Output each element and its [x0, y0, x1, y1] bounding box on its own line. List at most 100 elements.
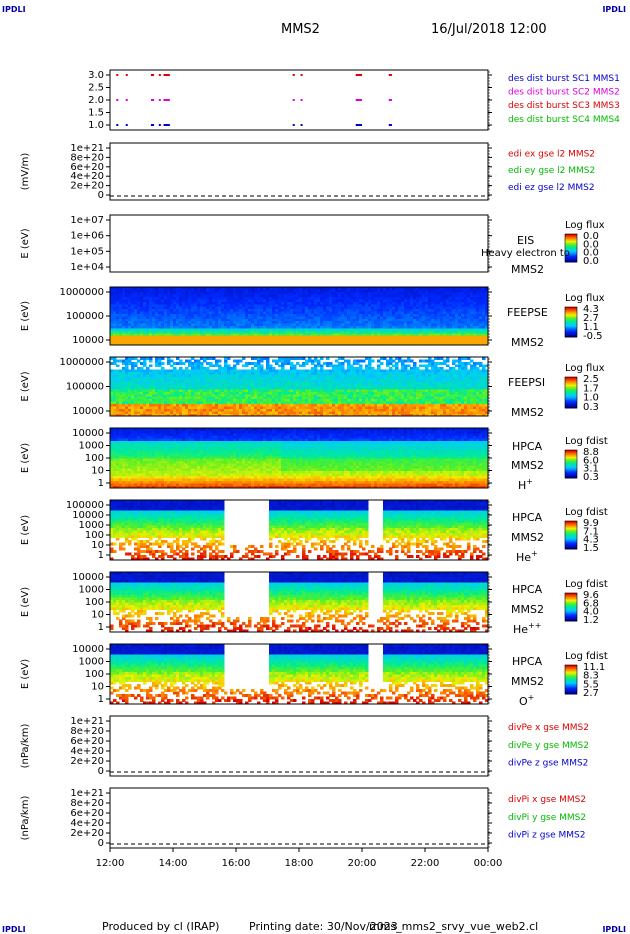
legend-entry: des dist burst SC2 MMS2 — [508, 88, 620, 98]
legend-entry: edi ey gse l2 MMS2 — [508, 166, 595, 176]
y-tick-label: 1000000 — [59, 357, 104, 368]
instrument-label: O+ — [519, 693, 534, 708]
corner-label-bl: IPDLI — [2, 925, 26, 934]
legend-entry: des dist burst SC4 MMS4 — [508, 115, 620, 125]
panel-frame-divpe — [109, 715, 489, 777]
y-tick-label: 1e+06 — [70, 231, 104, 242]
legend-entry: edi ez gse l2 MMS2 — [508, 183, 595, 193]
y-tick-label: 10000 — [72, 428, 104, 439]
colorbar-tick-label: 9.9 — [583, 518, 599, 529]
spectrogram-hpca-o — [110, 644, 489, 705]
colorbar-title: Log fdist — [565, 436, 608, 447]
footer-printing-date: Printing date: 30/Nov/2023 — [249, 920, 398, 933]
y-tick-label: 1000 — [79, 441, 104, 452]
y-tick-label: 10 — [91, 466, 104, 477]
colorbar-tick-label: 8.8 — [583, 447, 599, 458]
y-tick-label: 2.5 — [88, 83, 104, 94]
y-tick-label: 8e+20 — [70, 726, 104, 737]
footer-producer: Produced by cl (IRAP) — [102, 920, 220, 933]
y-tick-label: 10000 — [72, 510, 104, 521]
colorbar-tick-label: 5.5 — [583, 679, 599, 690]
spectrogram-feepse — [110, 287, 489, 346]
colorbar-tick-label: 1.1 — [583, 322, 599, 333]
instrument-label: MMS2 — [511, 406, 544, 419]
y-tick-label: 1.5 — [88, 108, 104, 119]
y-tick-label: 10000 — [72, 572, 104, 583]
y-tick-label: 2e+20 — [70, 181, 104, 192]
instrument-label: EIS — [517, 234, 534, 247]
y-tick-label: 10 — [91, 610, 104, 621]
instrument-label: HPCA — [512, 583, 543, 596]
colorbar-tick-label: 7.1 — [583, 526, 599, 537]
y-axis-label: E (eV) — [20, 443, 31, 473]
corner-label-tl: IPDLI — [2, 5, 26, 14]
spectrogram-hpca-he — [110, 500, 489, 561]
colorbar-tick-label: 6.8 — [583, 598, 599, 609]
colorbar-title: Log flux — [565, 363, 605, 374]
y-tick-label: 4e+20 — [70, 746, 104, 757]
y-tick-label: 2e+20 — [70, 828, 104, 839]
spectrogram-hpca-h — [110, 428, 489, 489]
y-tick-label: 1e+21 — [70, 143, 104, 154]
y-axis-label: E (eV) — [20, 587, 31, 617]
colorbar-tick-label: 1.0 — [583, 393, 599, 404]
y-tick-label: 1e+05 — [70, 246, 104, 257]
instrument-label: HPCA — [512, 655, 543, 668]
y-tick-label: 1e+07 — [70, 215, 104, 226]
instrument-label: He++ — [513, 621, 541, 636]
y-tick-label: 8e+20 — [70, 152, 104, 163]
y-tick-label: 2e+20 — [70, 756, 104, 767]
colorbar-tick-label: 0.0 — [583, 248, 599, 259]
instrument-label: HPCA — [512, 440, 543, 453]
y-tick-label: 100 — [85, 453, 104, 464]
y-tick-label: 1e+21 — [70, 788, 104, 799]
panel-frame-edi — [109, 142, 489, 201]
legend-entry: edi ex gse l2 MMS2 — [508, 149, 595, 159]
colorbar-tick-label: 0.0 — [583, 256, 599, 267]
y-axis-label: E (eV) — [20, 515, 31, 545]
colorbar-title: Log fdist — [565, 651, 608, 662]
footer-filename: mms_mms2_srvy_vue_web2.cl — [369, 920, 539, 933]
x-tick-label: 00:00 — [474, 858, 503, 869]
colorbar-tick-label: 4.3 — [583, 304, 599, 315]
colorbar-title: Log fdist — [565, 507, 608, 518]
y-tick-label: 1000 — [79, 585, 104, 596]
y-axis-label: E (eV) — [20, 659, 31, 689]
legend-entry: divPe y gse MMS2 — [508, 741, 589, 751]
x-tick-label: 14:00 — [159, 858, 188, 869]
colorbar-tick-label: 2.5 — [583, 374, 599, 385]
x-tick-label: 20:00 — [348, 858, 377, 869]
legend-entry: divPi x gse MMS2 — [508, 795, 586, 805]
y-tick-label: 6e+20 — [70, 162, 104, 173]
y-axis-label: E (eV) — [20, 371, 31, 401]
instrument-label: MMS2 — [511, 459, 544, 472]
y-tick-label: 100 — [85, 597, 104, 608]
instrument-label: HPCA — [512, 511, 543, 524]
spectrogram-feepsi — [110, 357, 489, 417]
colorbar-tick-label: 2.7 — [583, 688, 599, 699]
y-tick-label: 1000 — [79, 657, 104, 668]
colorbar-tick-label: 11.1 — [583, 662, 605, 673]
y-tick-label: 1.0 — [88, 120, 104, 131]
colorbar-title: Log flux — [565, 293, 605, 304]
corner-label-tr: IPDLI — [602, 5, 626, 14]
y-axis-label: E (eV) — [20, 228, 31, 258]
colorbar-tick-label: 0.3 — [583, 472, 599, 483]
corner-label-br: IPDLI — [602, 925, 626, 934]
instrument-label: MMS2 — [511, 675, 544, 688]
panel-frame-eis — [109, 214, 489, 273]
panel-des-burst: 3.0 2.52.0 1.51.0 des dist burst SC1 MMS1 de… — [88, 69, 620, 131]
colorbar-tick-label: 2.7 — [583, 313, 599, 324]
y-axis-label: (mV/m) — [20, 153, 31, 191]
y-axis-label: (nPa/km) — [20, 724, 31, 769]
colorbar-tick-label: 8.3 — [583, 671, 599, 682]
y-axis-label: E (eV) — [20, 301, 31, 331]
y-tick-label: 4e+20 — [70, 171, 104, 182]
